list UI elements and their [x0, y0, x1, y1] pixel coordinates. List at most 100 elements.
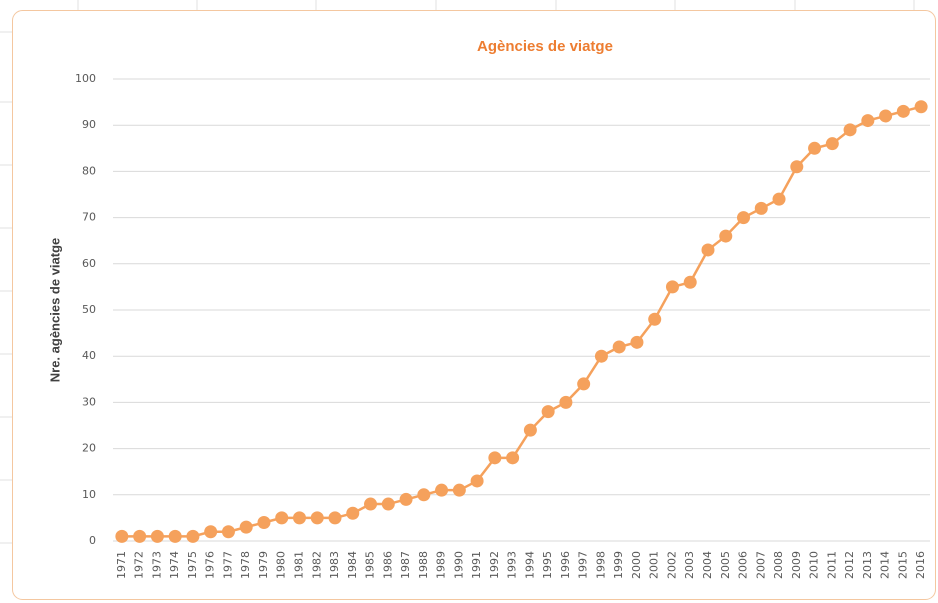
x-tick-label: 2007 — [754, 551, 767, 579]
y-tick-label: 50 — [82, 303, 96, 316]
x-tick-label: 2005 — [719, 551, 732, 579]
data-point — [683, 275, 697, 289]
x-tick-label: 1989 — [435, 551, 448, 579]
x-tick-label: 1985 — [364, 551, 377, 579]
data-point — [701, 243, 715, 257]
data-point — [541, 405, 555, 419]
x-tick-label: 1987 — [399, 551, 412, 579]
x-tick-label: 1974 — [168, 551, 181, 579]
x-tick-label: 1982 — [310, 551, 323, 579]
x-tick-label: 1986 — [381, 551, 394, 579]
x-tick-label: 2003 — [683, 551, 696, 579]
x-tick-label: 2012 — [843, 551, 856, 579]
data-point — [239, 520, 253, 534]
x-tick-label: 1996 — [559, 551, 572, 579]
data-point — [364, 497, 378, 511]
y-tick-label: 80 — [82, 164, 96, 177]
x-tick-label: 1990 — [452, 551, 465, 579]
x-tick-label: 1993 — [506, 551, 519, 579]
x-tick-label: 2009 — [790, 551, 803, 579]
x-tick-label: 1988 — [417, 551, 430, 579]
x-tick-label: 1999 — [612, 551, 625, 579]
data-point — [328, 511, 342, 525]
x-tick-label: 1994 — [523, 551, 536, 579]
x-tick-label: 2004 — [701, 551, 714, 579]
data-point — [168, 529, 182, 543]
x-tick-label: 1983 — [328, 551, 341, 579]
x-tick-label: 1980 — [275, 551, 288, 579]
data-point — [737, 211, 751, 225]
data-point — [861, 114, 875, 128]
data-point — [790, 160, 804, 174]
x-tick-label: 1998 — [594, 551, 607, 579]
y-tick-label: 30 — [82, 395, 96, 408]
data-point — [435, 483, 449, 497]
data-point — [843, 123, 857, 137]
x-tick-label: 2013 — [861, 551, 874, 579]
data-point — [523, 423, 537, 437]
x-tick-label: 1973 — [150, 551, 163, 579]
y-tick-label: 60 — [82, 257, 96, 270]
data-point — [825, 137, 839, 151]
data-point — [275, 511, 289, 525]
data-point — [914, 100, 928, 114]
y-tick-label: 20 — [82, 442, 96, 455]
x-tick-label: 1972 — [133, 551, 146, 579]
data-point — [257, 516, 271, 530]
data-point — [381, 497, 395, 511]
data-point — [772, 192, 786, 206]
data-point — [417, 488, 431, 502]
x-tick-label: 2008 — [772, 551, 785, 579]
x-tick-label: 2014 — [879, 551, 892, 579]
x-tick-label: 1971 — [115, 551, 128, 579]
x-tick-label: 2006 — [737, 551, 750, 579]
data-point — [150, 529, 164, 543]
data-point — [506, 451, 520, 465]
data-point — [559, 395, 573, 409]
y-tick-label: 10 — [82, 488, 96, 501]
x-tick-label: 1995 — [541, 551, 554, 579]
data-point — [399, 492, 413, 506]
data-point — [310, 511, 324, 525]
y-tick-label: 0 — [89, 534, 96, 547]
data-line — [121, 105, 922, 538]
data-point — [630, 335, 644, 349]
x-tick-label: 2000 — [630, 551, 643, 579]
data-point — [754, 201, 768, 215]
x-tick-label: 2002 — [665, 551, 678, 579]
y-tick-label: 100 — [75, 72, 96, 85]
x-tick-label: 1991 — [470, 551, 483, 579]
x-tick-label: 1976 — [204, 551, 217, 579]
data-point — [452, 483, 466, 497]
data-point — [488, 451, 502, 465]
x-tick-label: 2015 — [896, 551, 909, 579]
data-point — [577, 377, 591, 391]
y-tick-label: 70 — [82, 211, 96, 224]
y-tick-label: 40 — [82, 349, 96, 362]
x-tick-label: 1975 — [186, 551, 199, 579]
x-tick-label: 1979 — [257, 551, 270, 579]
x-tick-label: 1978 — [239, 551, 252, 579]
data-point — [665, 280, 679, 294]
data-point — [346, 506, 360, 520]
x-tick-label: 2001 — [648, 551, 661, 579]
y-tick-label: 90 — [82, 118, 96, 131]
x-tick-label: 1977 — [221, 551, 234, 579]
x-tick-label: 2010 — [808, 551, 821, 579]
data-point — [612, 340, 626, 354]
data-point — [204, 525, 218, 539]
x-tick-label: 1997 — [577, 551, 590, 579]
y-axis-label: Nre. agències de viatge — [47, 238, 62, 383]
sheet-grid — [0, 0, 915, 544]
data-point — [879, 109, 893, 123]
data-point — [719, 229, 733, 243]
data-point — [115, 529, 129, 543]
data-point — [470, 474, 484, 488]
data-point — [186, 529, 200, 543]
chart-frame — [12, 10, 936, 600]
data-point — [594, 349, 608, 363]
data-point — [808, 141, 822, 155]
x-tick-label: 1992 — [488, 551, 501, 579]
